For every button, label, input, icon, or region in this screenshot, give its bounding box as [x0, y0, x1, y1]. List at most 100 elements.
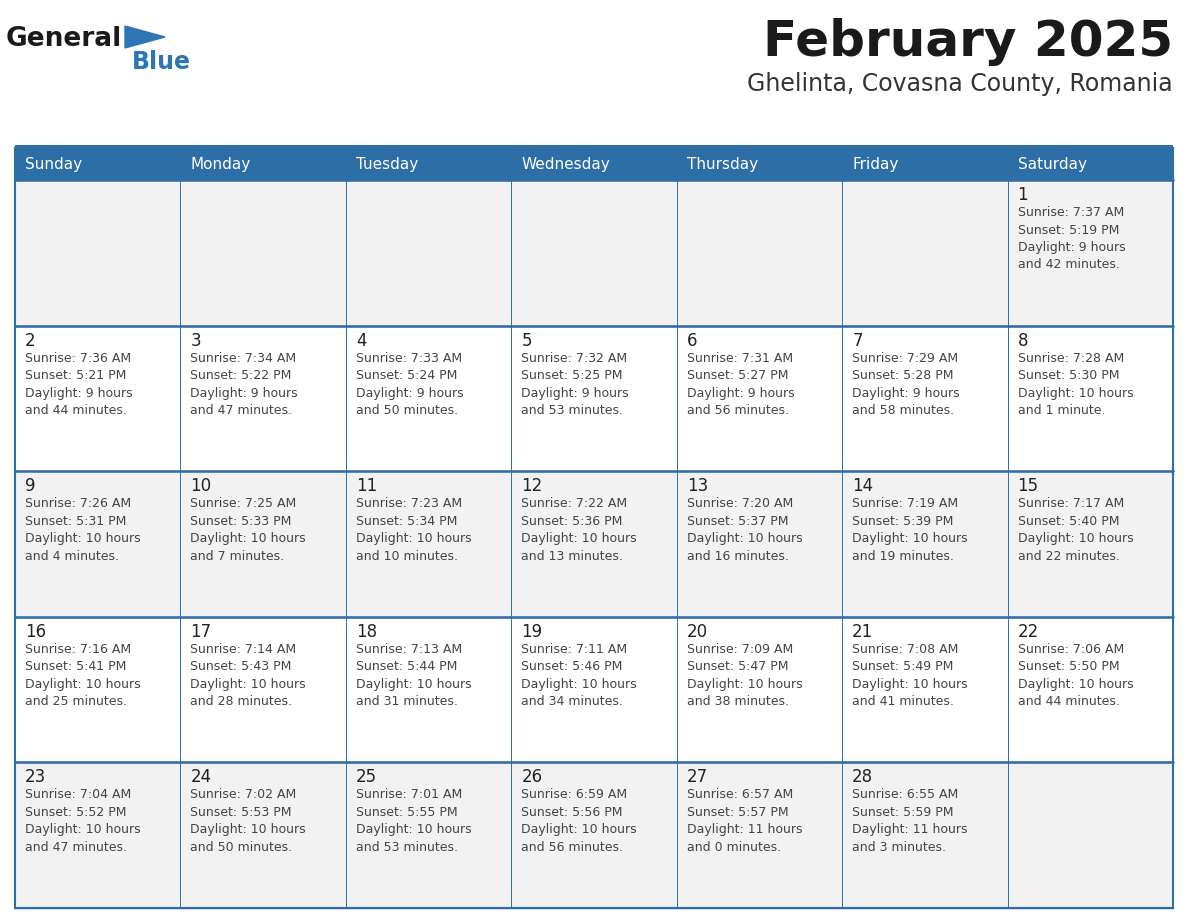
Text: February 2025: February 2025: [763, 18, 1173, 66]
Bar: [511, 180, 677, 326]
Text: Sunrise: 6:57 AM
Sunset: 5:57 PM
Daylight: 11 hours
and 0 minutes.: Sunrise: 6:57 AM Sunset: 5:57 PM Dayligh…: [687, 789, 802, 854]
Bar: [15, 148, 1173, 908]
Text: Sunrise: 7:17 AM
Sunset: 5:40 PM
Daylight: 10 hours
and 22 minutes.: Sunrise: 7:17 AM Sunset: 5:40 PM Dayligh…: [1018, 498, 1133, 563]
Text: 1: 1: [1018, 186, 1028, 204]
Bar: [677, 617, 842, 763]
Text: 5: 5: [522, 331, 532, 350]
Bar: [181, 763, 346, 908]
Text: Sunrise: 7:08 AM
Sunset: 5:49 PM
Daylight: 10 hours
and 41 minutes.: Sunrise: 7:08 AM Sunset: 5:49 PM Dayligh…: [852, 643, 968, 709]
Text: Sunrise: 7:02 AM
Sunset: 5:53 PM
Daylight: 10 hours
and 50 minutes.: Sunrise: 7:02 AM Sunset: 5:53 PM Dayligh…: [190, 789, 307, 854]
Text: Sunrise: 7:06 AM
Sunset: 5:50 PM
Daylight: 10 hours
and 44 minutes.: Sunrise: 7:06 AM Sunset: 5:50 PM Dayligh…: [1018, 643, 1133, 709]
Bar: [842, 180, 1007, 326]
Bar: [677, 471, 842, 617]
Text: Sunrise: 7:28 AM
Sunset: 5:30 PM
Daylight: 10 hours
and 1 minute.: Sunrise: 7:28 AM Sunset: 5:30 PM Dayligh…: [1018, 352, 1133, 417]
Bar: [15, 148, 181, 180]
Text: 20: 20: [687, 622, 708, 641]
Bar: [15, 763, 181, 908]
Bar: [1007, 326, 1173, 471]
Text: 14: 14: [852, 477, 873, 495]
Bar: [346, 180, 511, 326]
Text: 11: 11: [356, 477, 377, 495]
Text: Monday: Monday: [190, 156, 251, 172]
Bar: [181, 617, 346, 763]
Text: Sunrise: 7:32 AM
Sunset: 5:25 PM
Daylight: 9 hours
and 53 minutes.: Sunrise: 7:32 AM Sunset: 5:25 PM Dayligh…: [522, 352, 628, 417]
Text: 4: 4: [356, 331, 366, 350]
Bar: [346, 326, 511, 471]
Text: 13: 13: [687, 477, 708, 495]
Text: 25: 25: [356, 768, 377, 787]
Bar: [842, 471, 1007, 617]
Bar: [842, 326, 1007, 471]
Text: Sunday: Sunday: [25, 156, 82, 172]
Text: 19: 19: [522, 622, 543, 641]
Text: Wednesday: Wednesday: [522, 156, 609, 172]
Text: 28: 28: [852, 768, 873, 787]
Text: Sunrise: 7:16 AM
Sunset: 5:41 PM
Daylight: 10 hours
and 25 minutes.: Sunrise: 7:16 AM Sunset: 5:41 PM Dayligh…: [25, 643, 140, 709]
Text: Sunrise: 7:36 AM
Sunset: 5:21 PM
Daylight: 9 hours
and 44 minutes.: Sunrise: 7:36 AM Sunset: 5:21 PM Dayligh…: [25, 352, 133, 417]
Bar: [511, 617, 677, 763]
Bar: [677, 148, 842, 180]
Text: 23: 23: [25, 768, 46, 787]
Text: Sunrise: 7:09 AM
Sunset: 5:47 PM
Daylight: 10 hours
and 38 minutes.: Sunrise: 7:09 AM Sunset: 5:47 PM Dayligh…: [687, 643, 802, 709]
Text: Sunrise: 7:37 AM
Sunset: 5:19 PM
Daylight: 9 hours
and 42 minutes.: Sunrise: 7:37 AM Sunset: 5:19 PM Dayligh…: [1018, 206, 1125, 272]
Text: 27: 27: [687, 768, 708, 787]
Text: Friday: Friday: [852, 156, 898, 172]
Bar: [511, 148, 677, 180]
Bar: [677, 180, 842, 326]
Text: Tuesday: Tuesday: [356, 156, 418, 172]
Text: Sunrise: 7:23 AM
Sunset: 5:34 PM
Daylight: 10 hours
and 10 minutes.: Sunrise: 7:23 AM Sunset: 5:34 PM Dayligh…: [356, 498, 472, 563]
Text: 9: 9: [25, 477, 36, 495]
Text: 7: 7: [852, 331, 862, 350]
Text: Sunrise: 7:11 AM
Sunset: 5:46 PM
Daylight: 10 hours
and 34 minutes.: Sunrise: 7:11 AM Sunset: 5:46 PM Dayligh…: [522, 643, 637, 709]
Text: 21: 21: [852, 622, 873, 641]
Bar: [842, 763, 1007, 908]
Bar: [15, 617, 181, 763]
Text: General: General: [6, 26, 122, 52]
Text: Blue: Blue: [132, 50, 191, 74]
Bar: [181, 326, 346, 471]
Text: Sunrise: 7:14 AM
Sunset: 5:43 PM
Daylight: 10 hours
and 28 minutes.: Sunrise: 7:14 AM Sunset: 5:43 PM Dayligh…: [190, 643, 307, 709]
Text: Saturday: Saturday: [1018, 156, 1087, 172]
Text: 18: 18: [356, 622, 377, 641]
Text: 26: 26: [522, 768, 543, 787]
Bar: [1007, 180, 1173, 326]
Text: Sunrise: 7:25 AM
Sunset: 5:33 PM
Daylight: 10 hours
and 7 minutes.: Sunrise: 7:25 AM Sunset: 5:33 PM Dayligh…: [190, 498, 307, 563]
Bar: [15, 471, 181, 617]
Bar: [346, 471, 511, 617]
Text: Sunrise: 7:19 AM
Sunset: 5:39 PM
Daylight: 10 hours
and 19 minutes.: Sunrise: 7:19 AM Sunset: 5:39 PM Dayligh…: [852, 498, 968, 563]
Bar: [511, 326, 677, 471]
Text: 22: 22: [1018, 622, 1038, 641]
Bar: [511, 763, 677, 908]
Bar: [181, 148, 346, 180]
Text: Sunrise: 7:22 AM
Sunset: 5:36 PM
Daylight: 10 hours
and 13 minutes.: Sunrise: 7:22 AM Sunset: 5:36 PM Dayligh…: [522, 498, 637, 563]
Bar: [677, 763, 842, 908]
Text: 16: 16: [25, 622, 46, 641]
Text: 12: 12: [522, 477, 543, 495]
Text: Sunrise: 7:01 AM
Sunset: 5:55 PM
Daylight: 10 hours
and 53 minutes.: Sunrise: 7:01 AM Sunset: 5:55 PM Dayligh…: [356, 789, 472, 854]
Bar: [346, 617, 511, 763]
Text: Sunrise: 7:20 AM
Sunset: 5:37 PM
Daylight: 10 hours
and 16 minutes.: Sunrise: 7:20 AM Sunset: 5:37 PM Dayligh…: [687, 498, 802, 563]
Bar: [511, 471, 677, 617]
Text: 8: 8: [1018, 331, 1028, 350]
Text: Sunrise: 7:13 AM
Sunset: 5:44 PM
Daylight: 10 hours
and 31 minutes.: Sunrise: 7:13 AM Sunset: 5:44 PM Dayligh…: [356, 643, 472, 709]
Text: Sunrise: 6:55 AM
Sunset: 5:59 PM
Daylight: 11 hours
and 3 minutes.: Sunrise: 6:55 AM Sunset: 5:59 PM Dayligh…: [852, 789, 968, 854]
Text: 3: 3: [190, 331, 201, 350]
Text: 6: 6: [687, 331, 697, 350]
Text: Sunrise: 7:31 AM
Sunset: 5:27 PM
Daylight: 9 hours
and 56 minutes.: Sunrise: 7:31 AM Sunset: 5:27 PM Dayligh…: [687, 352, 795, 417]
Bar: [15, 180, 181, 326]
Bar: [346, 148, 511, 180]
Bar: [1007, 471, 1173, 617]
Bar: [181, 180, 346, 326]
Text: 15: 15: [1018, 477, 1038, 495]
Bar: [842, 617, 1007, 763]
Text: Sunrise: 7:34 AM
Sunset: 5:22 PM
Daylight: 9 hours
and 47 minutes.: Sunrise: 7:34 AM Sunset: 5:22 PM Dayligh…: [190, 352, 298, 417]
Text: 2: 2: [25, 331, 36, 350]
Bar: [1007, 148, 1173, 180]
Text: Sunrise: 6:59 AM
Sunset: 5:56 PM
Daylight: 10 hours
and 56 minutes.: Sunrise: 6:59 AM Sunset: 5:56 PM Dayligh…: [522, 789, 637, 854]
Bar: [346, 763, 511, 908]
Polygon shape: [125, 26, 165, 48]
Text: 10: 10: [190, 477, 211, 495]
Text: Sunrise: 7:29 AM
Sunset: 5:28 PM
Daylight: 9 hours
and 58 minutes.: Sunrise: 7:29 AM Sunset: 5:28 PM Dayligh…: [852, 352, 960, 417]
Bar: [181, 471, 346, 617]
Bar: [677, 326, 842, 471]
